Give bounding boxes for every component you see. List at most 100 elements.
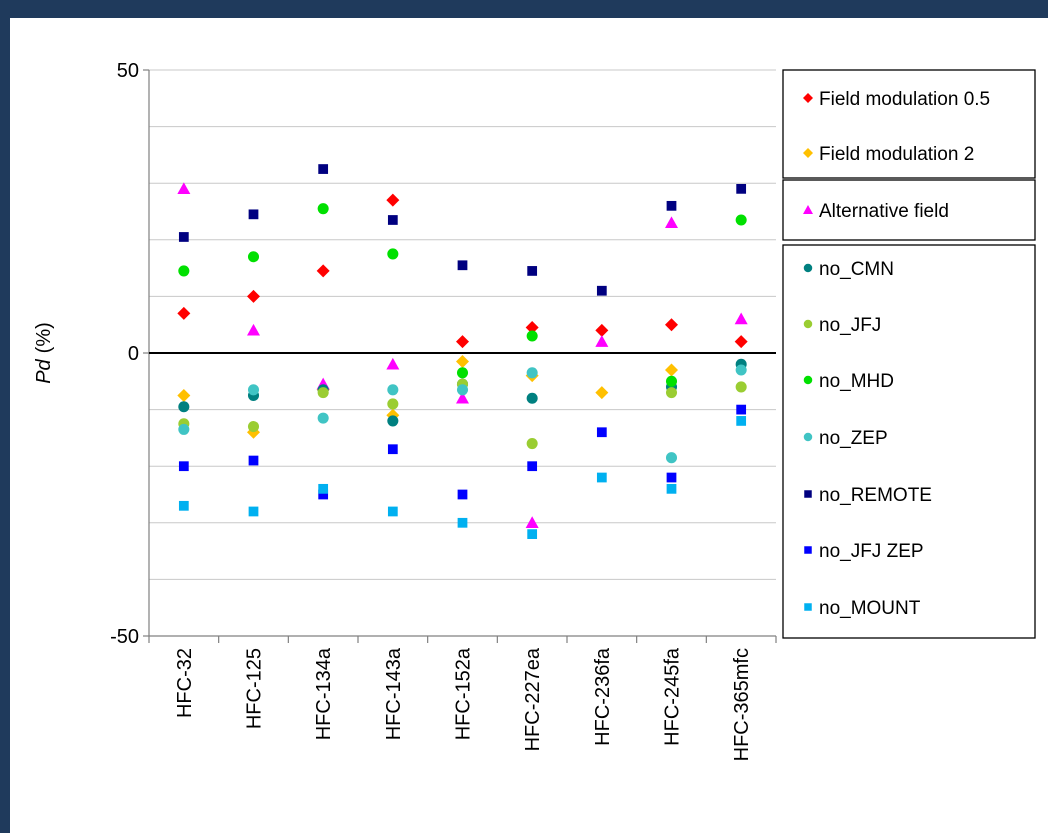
legend-marker-alternative-field [803,205,813,214]
point-no-zep [526,367,538,379]
point-alternative-field [177,182,191,195]
point-no-mount [178,500,189,511]
point-no-mhd [665,375,678,387]
scatter-chart: 500-50 HFC-32 HFC-125 HFC-134a HFC-143a HFC-… [33,60,1036,761]
point-no-mhd [317,203,329,215]
legend-label-no-remote: no_REMOTE [819,485,932,506]
point-no-mount [318,483,329,494]
point-field-modulation-0-5 [734,335,748,349]
point-no-jfj [526,438,538,450]
legend-marker-no-mhd [803,375,813,385]
point-alternative-field [734,312,748,325]
point-field-modulation-2 [665,363,678,377]
legend-label-no-jfj: no_JFJ [819,315,881,336]
point-no-jfj-zep [178,461,189,472]
point-no-remote [248,209,259,220]
point-no-jfj-zep [318,489,329,500]
point-alternative-field [595,335,609,347]
point-alternative-field [665,216,678,229]
legend-label-field-modulation-0-5: Field modulation 0.5 [819,89,990,110]
legend-marker-no-remote [804,490,812,498]
point-no-mhd [247,251,260,263]
x-tick-label: HFC-236fa [592,647,614,746]
x-tick-label: HFC-134a [313,647,335,740]
legend-label-no-jfj-zep: no_JFJ ZEP [819,541,924,562]
point-no-jfj-zep [596,427,607,438]
x-tick-label: HFC-32 [174,648,196,718]
point-field-modulation-0-5 [316,264,330,278]
point-no-remote [387,215,398,225]
point-no-jfj-zep [666,472,677,483]
legend-label-alternative-field: Alternative field [819,201,949,222]
legend-marker-no-mount [804,603,812,611]
y-tick-label: 50 [117,60,139,82]
point-field-modulation-2 [177,388,191,402]
point-no-mount [457,517,468,528]
point-field-modulation-0-5 [525,321,539,335]
y-axis-label: Pd(%) [33,322,55,384]
point-no-zep [665,452,678,464]
point-no-zep [735,364,747,376]
point-field-modulation-0-5 [456,335,469,349]
point-no-zep [387,384,399,396]
legend-box [782,244,1036,639]
y-tick-label: -50 [110,626,139,648]
point-no-mhd [178,265,190,277]
point-field-modulation-0-5 [595,323,609,337]
point-no-mount [527,529,538,539]
x-axis-ticks: HFC-32 HFC-125 HFC-134a HFC-143a HFC-152a HFC… [148,636,777,761]
legend: Field modulation 0.5 Field modulation 2 Al… [782,69,1036,639]
point-no-jfj-zep [457,489,468,500]
point-no-remote [596,285,607,296]
x-tick-label: HFC-245fa [662,647,684,746]
point-no-jfj [665,387,678,399]
point-field-modulation-0-5 [665,318,678,332]
point-field-modulation-0-5 [177,306,191,320]
point-no-zep [178,423,190,435]
legend-marker-no-jfj [803,319,813,329]
point-no-remote [736,183,747,194]
point-alternative-field [386,357,400,370]
x-tick-label: HFC-227ea [522,647,544,751]
legend-marker-field-modulation-2 [803,148,813,158]
legend-label-field-modulation-2: Field modulation 2 [819,144,974,165]
point-no-jfj [387,398,399,410]
point-no-zep [317,412,329,424]
point-no-jfj-zep [736,404,747,415]
point-no-jfj [735,381,747,393]
x-tick-label: HFC-125 [244,648,266,729]
point-no-jfj-zep [387,444,398,455]
point-no-mount [596,472,607,483]
legend-label-no-mhd: no_MHD [819,371,894,392]
point-no-jfj-zep [527,461,538,472]
legend-marker-field-modulation-0-5 [803,93,813,103]
point-no-jfj [317,387,329,399]
point-no-mhd [387,248,399,260]
point-no-mount [248,506,259,517]
legend-label-no-zep: no_ZEP [819,428,888,449]
x-tick-label: HFC-152a [453,647,475,740]
point-no-cmn [526,392,538,404]
point-no-zep [247,384,260,396]
point-no-mhd [456,367,469,379]
legend-box [782,179,1036,241]
point-field-modulation-2 [595,386,609,400]
legend-marker-no-zep [803,432,813,442]
legend-marker-no-jfj-zep [804,546,812,554]
point-field-modulation-0-5 [386,193,400,207]
point-no-jfj-zep [248,455,259,466]
point-no-jfj [247,421,260,433]
point-alternative-field [247,323,260,336]
y-axis-ticks: 50 0 -50 [110,60,149,648]
point-no-remote [318,164,329,174]
point-field-modulation-0-5 [247,289,260,303]
point-no-remote [666,200,677,211]
legend-marker-no-cmn [803,263,813,273]
data-points [177,164,748,539]
point-no-mhd [526,330,538,342]
point-no-mount [666,483,677,494]
point-no-zep [456,384,469,396]
point-no-remote [457,260,468,271]
point-no-mount [736,416,747,426]
point-no-remote [178,232,189,242]
